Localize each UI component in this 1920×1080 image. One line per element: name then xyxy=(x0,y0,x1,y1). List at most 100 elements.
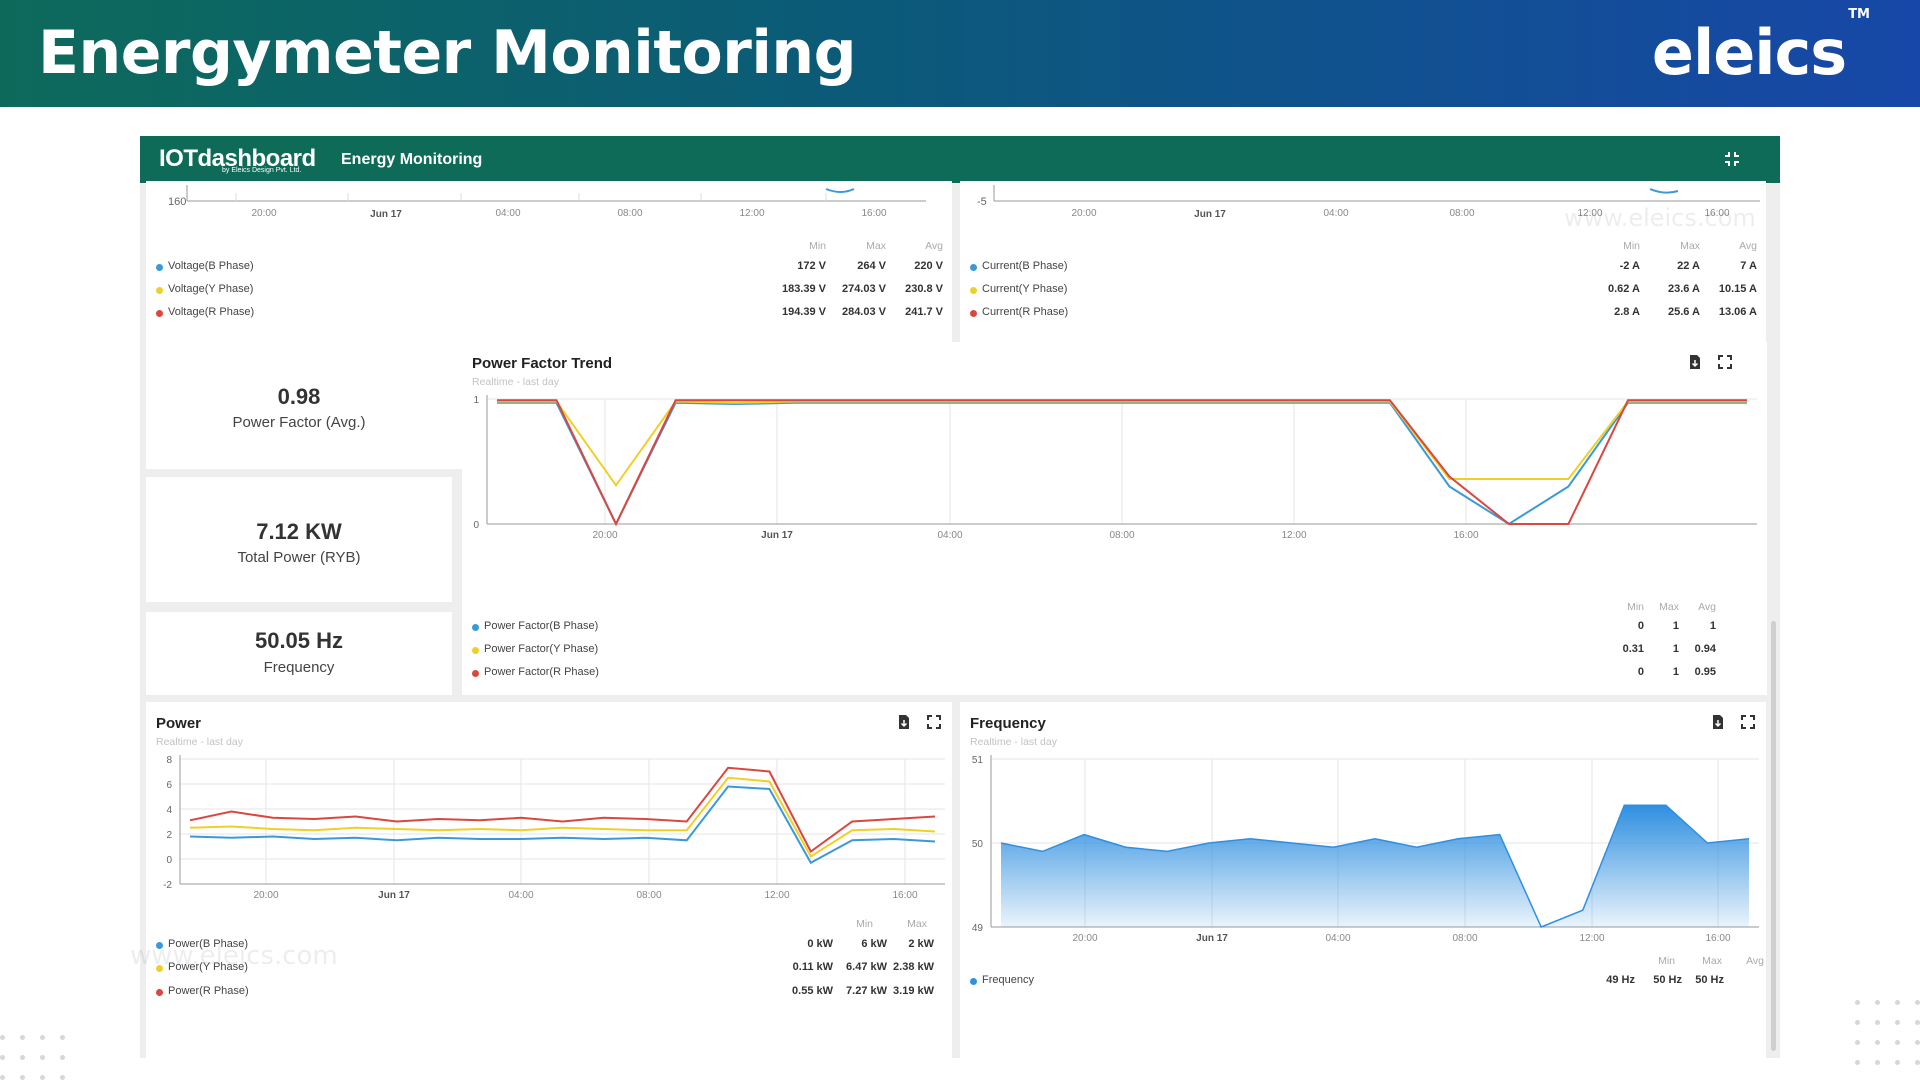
voltage-x-tick: 16:00 xyxy=(861,208,886,219)
y-tick-label: 0 xyxy=(166,855,172,866)
decorative-dots xyxy=(1855,1000,1920,1080)
x-tick-label: 16:00 xyxy=(1453,530,1478,541)
export-file-icon[interactable] xyxy=(896,714,912,730)
legend-name: Frequency xyxy=(982,974,1034,986)
export-file-icon[interactable] xyxy=(1710,714,1726,730)
banner-title: Energymeter Monitoring xyxy=(38,18,857,88)
legend-head-max: Max xyxy=(907,918,927,930)
legend-name: Current(R Phase) xyxy=(982,306,1069,318)
legend-item[interactable]: Voltage(R Phase) 194.39 V 284.03 V 241.7… xyxy=(156,306,946,322)
watermark-text: www.eleics.com xyxy=(1564,204,1756,232)
legend-item[interactable]: Power Factor(B Phase) 0 1 1 xyxy=(472,620,1762,636)
legend-max: 6 kW xyxy=(861,938,887,950)
legend-min: 0.31 xyxy=(1622,643,1644,655)
legend-min: 183.39 V xyxy=(781,283,826,295)
current-x-tick: 12:00 xyxy=(1577,208,1602,219)
legend-head-min: Min xyxy=(1627,601,1644,613)
legend-head-avg: Avg xyxy=(934,918,952,930)
series-line xyxy=(189,776,936,858)
power-factor-trend-card: Power Factor Trend Realtime - last day 0… xyxy=(462,342,1767,695)
x-tick-label: 20:00 xyxy=(1072,933,1097,944)
x-tick-label: 20:00 xyxy=(253,890,278,901)
legend-dot xyxy=(156,942,163,949)
legend-item[interactable]: Power(R Phase) 0.55 kW 7.27 kW 3.19 kW xyxy=(156,985,946,1001)
series-line xyxy=(189,785,936,865)
exit-fullscreen-icon[interactable] xyxy=(1724,151,1740,167)
fullscreen-icon[interactable] xyxy=(1717,354,1733,370)
legend-item[interactable]: Power(Y Phase) 0.11 kW 6.47 kW 2.38 kW xyxy=(156,961,946,977)
legend-item[interactable]: Power(B Phase) 0 kW 6 kW 2 kW xyxy=(156,938,946,954)
power-chart: -2 0 2 4 6 8 20:00 Jun 17 04:00 08:00 12:00 16:00 xyxy=(163,755,945,901)
current-x-tick: 04:00 xyxy=(1323,208,1348,219)
legend-head-avg: Avg xyxy=(925,240,943,252)
x-tick-label: 04:00 xyxy=(937,530,962,541)
export-file-icon[interactable] xyxy=(1687,354,1703,370)
scrollbar[interactable] xyxy=(1771,621,1776,1051)
iotdashboard-logo[interactable]: IOTdashboard xyxy=(159,145,316,172)
legend-dot xyxy=(156,965,163,972)
legend-max: 1 xyxy=(1672,666,1679,678)
legend-name: Power Factor(R Phase) xyxy=(484,666,599,678)
legend-dot xyxy=(156,264,163,271)
legend-max: 23.6 A xyxy=(1667,283,1700,295)
watermark-text: www.eleics.com xyxy=(130,941,338,971)
legend-head-max: Max xyxy=(866,240,886,252)
current-chart: -5 20:00 Jun 17 04:00 08:00 12:00 16:00 xyxy=(977,185,1760,220)
current-x-tick: Jun 17 xyxy=(1194,209,1226,220)
legend-head-max: Max xyxy=(1659,601,1679,613)
y-tick-label: 50 xyxy=(972,839,984,850)
legend-name: Current(Y Phase) xyxy=(982,283,1068,295)
legend-item[interactable]: Power Factor(Y Phase) 0.31 1 0.94 xyxy=(472,643,1762,659)
x-tick-label: 12:00 xyxy=(1579,933,1604,944)
legend-min: 0.55 kW xyxy=(792,985,833,997)
legend-avg: 7 A xyxy=(1740,260,1757,272)
legend-item[interactable]: Current(Y Phase) 0.62 A 23.6 A 10.15 A xyxy=(970,283,1760,299)
legend-name: Voltage(Y Phase) xyxy=(168,283,254,295)
fullscreen-icon[interactable] xyxy=(1740,714,1756,730)
frequency-line xyxy=(1000,804,1750,928)
legend-dot xyxy=(156,287,163,294)
legend-dot xyxy=(970,310,977,317)
legend-item[interactable]: Current(R Phase) 2.8 A 25.6 A 13.06 A xyxy=(970,306,1760,322)
frequency-card: Frequency Realtime - last day 49 50 51 20:0… xyxy=(960,702,1766,1058)
legend-min: 194.39 V xyxy=(781,306,826,318)
voltage-x-tick: 04:00 xyxy=(495,208,520,219)
fullscreen-icon[interactable] xyxy=(926,714,942,730)
current-y-label: -5 xyxy=(977,196,987,208)
legend-item[interactable]: Power Factor(R Phase) 0 1 0.95 xyxy=(472,666,1762,682)
logo-subtitle: by Eleics Design Pvt. Ltd. xyxy=(222,167,302,174)
card-subtitle: Realtime - last day xyxy=(970,736,1057,748)
x-tick-label: Jun 17 xyxy=(378,890,410,901)
voltage-chart: 160 20:00 Jun 17 04:00 08:00 12:00 16:00 xyxy=(168,185,926,220)
stat-label: Total Power (RYB) xyxy=(237,549,361,566)
y-tick-label: -2 xyxy=(163,880,172,891)
legend-name: Voltage(B Phase) xyxy=(168,260,254,272)
x-tick-label: Jun 17 xyxy=(761,530,793,541)
legend-name: Current(B Phase) xyxy=(982,260,1068,272)
legend-min: 0.62 A xyxy=(1607,283,1640,295)
legend-dot xyxy=(156,310,163,317)
stat-value: 0.98 xyxy=(277,384,321,409)
legend-dot xyxy=(156,989,163,996)
legend-item[interactable]: Voltage(B Phase) 172 V 264 V 220 V xyxy=(156,260,946,276)
legend-item[interactable]: Current(B Phase) -2 A 22 A 7 A xyxy=(970,260,1760,276)
legend-max: 22 A xyxy=(1677,260,1700,272)
stat-label: Frequency xyxy=(263,659,335,676)
brand-logo: eleicsTM xyxy=(1652,7,1870,89)
legend-head-min: Min xyxy=(856,918,873,930)
legend-head-max: Max xyxy=(1680,240,1700,252)
x-tick-label: 12:00 xyxy=(764,890,789,901)
legend-dot xyxy=(970,287,977,294)
y-tick-label: 6 xyxy=(166,780,172,791)
total-power-stat-card: 7.12 KW Total Power (RYB) xyxy=(146,477,452,602)
legend-head-max: Max xyxy=(1702,955,1722,967)
x-tick-label: 12:00 xyxy=(1281,530,1306,541)
legend-avg: 230.8 V xyxy=(905,283,943,295)
legend-item[interactable]: Voltage(Y Phase) 183.39 V 274.03 V 230.8… xyxy=(156,283,946,299)
legend-dot xyxy=(970,978,977,985)
y-tick-label: 8 xyxy=(166,755,172,766)
power-factor-stat-card: 0.98 Power Factor (Avg.) xyxy=(146,342,452,467)
legend-head-avg: Avg xyxy=(1739,240,1757,252)
legend-avg: 0.94 xyxy=(1694,643,1716,655)
legend-item[interactable]: Frequency 49 Hz 50 Hz 50 Hz xyxy=(970,974,1760,990)
